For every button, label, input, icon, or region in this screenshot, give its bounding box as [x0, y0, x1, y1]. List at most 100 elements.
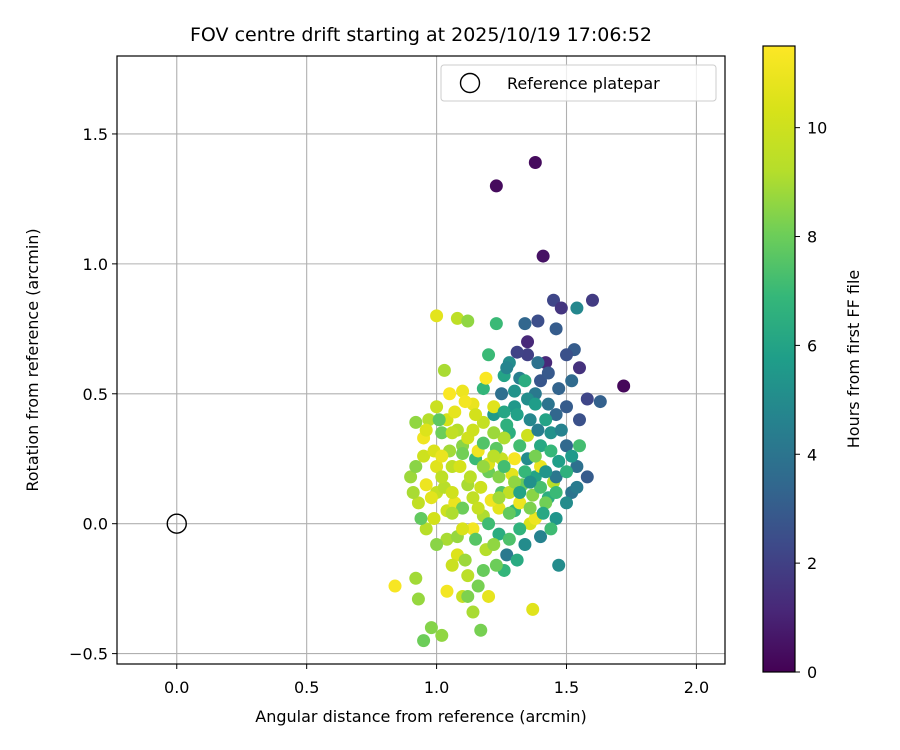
- data-point: [469, 532, 483, 546]
- data-point: [419, 522, 433, 536]
- data-point: [565, 374, 579, 388]
- data-point: [497, 431, 511, 445]
- data-point: [539, 465, 553, 479]
- data-point: [419, 423, 433, 437]
- data-point: [502, 486, 516, 500]
- y-axis-ticks: −0.5 0.0 0.5 1.0 1.5: [69, 125, 117, 664]
- y-axis-label: Rotation from reference (arcmin): [23, 228, 42, 491]
- data-point: [560, 439, 574, 453]
- data-point: [534, 530, 548, 544]
- data-point: [437, 363, 451, 377]
- data-point: [411, 496, 425, 510]
- colorbar-tick-label: 8: [807, 228, 817, 247]
- data-point: [443, 387, 457, 401]
- data-point: [463, 470, 477, 484]
- data-point: [518, 317, 532, 331]
- colorbar: [762, 45, 796, 673]
- data-point: [445, 426, 459, 440]
- data-point: [570, 480, 584, 494]
- data-point: [489, 179, 503, 193]
- y-tick-label: 0.0: [83, 515, 108, 534]
- data-point: [534, 480, 548, 494]
- data-point: [572, 439, 586, 453]
- data-point: [523, 501, 537, 515]
- data-point: [513, 439, 527, 453]
- data-point: [508, 475, 522, 489]
- data-point: [497, 460, 511, 474]
- colorbar-tick-label: 6: [807, 336, 817, 355]
- data-point: [469, 408, 483, 422]
- x-tick-label: 1.0: [424, 678, 449, 697]
- data-point: [419, 478, 433, 492]
- data-point: [549, 408, 563, 422]
- data-point: [424, 621, 438, 635]
- data-point: [409, 415, 423, 429]
- data-point: [430, 400, 444, 414]
- data-point: [560, 465, 574, 479]
- data-point: [435, 470, 449, 484]
- data-point: [531, 314, 545, 328]
- data-point: [417, 449, 431, 463]
- data-point: [541, 366, 555, 380]
- data-point: [572, 361, 586, 375]
- data-point: [544, 426, 558, 440]
- x-tick-label: 2.0: [684, 678, 709, 697]
- data-point: [456, 447, 470, 461]
- data-point: [417, 634, 431, 648]
- data-point: [474, 623, 488, 637]
- legend-box: [440, 64, 717, 102]
- y-tick-label: 0.5: [83, 385, 108, 404]
- data-point: [502, 532, 516, 546]
- colorbar-tick-label: 10: [807, 119, 827, 138]
- data-point: [500, 418, 514, 432]
- legend: Reference platepar: [440, 64, 717, 102]
- data-point: [450, 311, 464, 325]
- data-point: [508, 452, 522, 466]
- data-point: [466, 491, 480, 505]
- reference-marker: [166, 513, 187, 534]
- data-point: [409, 571, 423, 585]
- reference-layer: [166, 513, 187, 534]
- data-point: [560, 348, 574, 362]
- data-point: [541, 397, 555, 411]
- data-point: [476, 382, 490, 396]
- data-point: [487, 537, 501, 551]
- data-point: [489, 317, 503, 331]
- data-point: [430, 309, 444, 323]
- data-point: [476, 436, 490, 450]
- data-point: [487, 426, 501, 440]
- x-axis-ticks: 0.0 0.5 1.0 1.5 2.0: [164, 664, 709, 697]
- data-point: [479, 371, 493, 385]
- data-point: [445, 506, 459, 520]
- data-point: [572, 413, 586, 427]
- data-point: [482, 348, 496, 362]
- data-point: [495, 387, 509, 401]
- data-point: [435, 426, 449, 440]
- data-point: [617, 379, 631, 393]
- data-points: [388, 156, 631, 648]
- data-point: [461, 589, 475, 603]
- data-point: [476, 460, 490, 474]
- y-tick-label: 1.0: [83, 255, 108, 274]
- data-point: [552, 454, 566, 468]
- data-point: [513, 486, 527, 500]
- data-point: [411, 592, 425, 606]
- data-point: [552, 382, 566, 396]
- x-tick-label: 1.5: [554, 678, 579, 697]
- data-point: [560, 496, 574, 510]
- data-point: [492, 491, 506, 505]
- data-point: [466, 423, 480, 437]
- colorbar-tick-label: 2: [807, 554, 817, 573]
- data-point: [528, 449, 542, 463]
- data-point: [430, 460, 444, 474]
- data-point: [453, 460, 467, 474]
- plot-frame: [116, 55, 726, 665]
- data-point: [552, 558, 566, 572]
- data-point: [560, 400, 574, 414]
- data-point: [593, 395, 607, 409]
- data-point: [554, 423, 568, 437]
- grid-lines: [117, 56, 725, 664]
- data-point: [510, 553, 524, 567]
- data-point: [430, 537, 444, 551]
- data-point: [406, 486, 420, 500]
